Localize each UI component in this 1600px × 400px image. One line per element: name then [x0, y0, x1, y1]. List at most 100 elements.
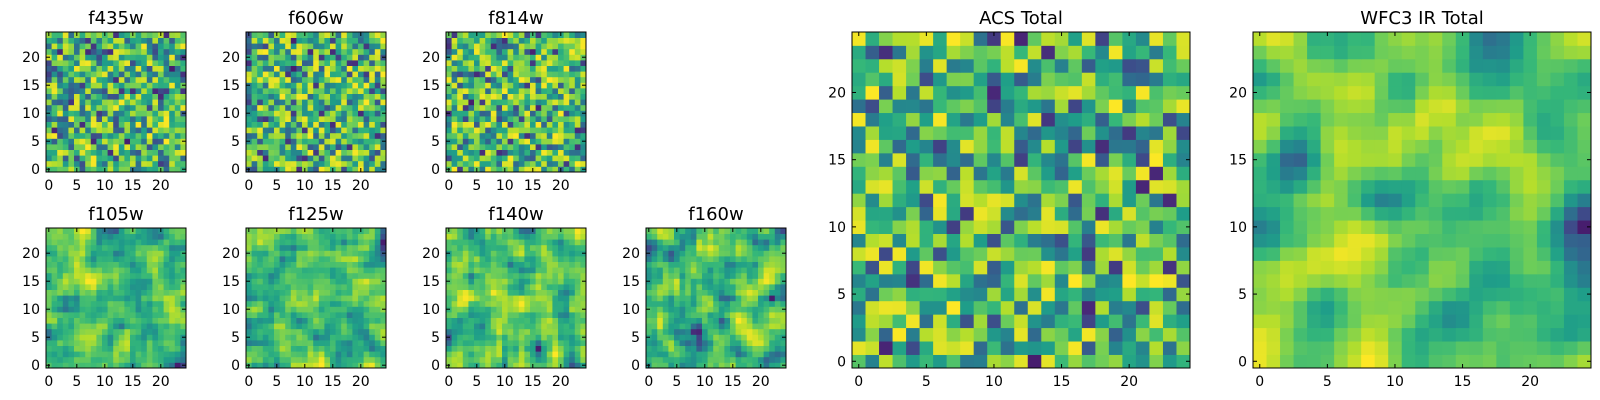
heatmap-cell: [274, 334, 280, 341]
heatmap-cell: [580, 32, 587, 38]
heatmap-cell: [374, 32, 381, 38]
heatmap-cell: [468, 239, 475, 246]
heatmap-cell: [313, 233, 320, 240]
heatmap-cell: [302, 239, 308, 246]
heatmap-cell: [746, 284, 753, 290]
heatmap-cell: [318, 351, 325, 358]
heatmap-cell: [485, 93, 492, 100]
heatmap-cell: [130, 48, 136, 55]
heatmap-cell: [769, 351, 776, 358]
heatmap-cell: [769, 317, 776, 324]
heatmap-cell: [74, 267, 80, 274]
heatmap-cell: [335, 300, 342, 307]
heatmap-cell: [552, 54, 559, 61]
heatmap-cell: [346, 71, 353, 78]
heatmap-cell: [369, 362, 376, 369]
heatmap-cell: [113, 267, 120, 274]
heatmap-cell: [546, 362, 553, 369]
heatmap-cell: [1054, 260, 1069, 275]
heatmap-cell: [569, 110, 576, 117]
heatmap-cell: [490, 272, 497, 279]
heatmap-cell: [513, 362, 520, 369]
heatmap-cell: [468, 295, 475, 302]
heatmap-cell: [651, 351, 658, 358]
heatmap-cell: [374, 328, 381, 335]
heatmap-cell: [369, 328, 376, 335]
heatmap-cell: [363, 155, 370, 162]
heatmap-cell: [696, 256, 703, 262]
heatmap-cell: [646, 317, 652, 324]
heatmap-cell: [563, 104, 570, 111]
heatmap-cell: [330, 88, 336, 94]
heatmap-cell: [730, 334, 736, 341]
heatmap-cell: [462, 228, 469, 234]
heatmap-cell: [62, 351, 69, 358]
heatmap-cell: [569, 138, 576, 145]
heatmap-cell: [474, 345, 480, 352]
heatmap-cell: [485, 317, 492, 324]
heatmap-cell: [1162, 233, 1177, 248]
heatmap-cell: [251, 144, 258, 150]
heatmap-cell: [569, 99, 576, 106]
heatmap-cell: [257, 306, 264, 313]
heatmap-cell: [735, 284, 742, 290]
heatmap-cell: [257, 65, 264, 72]
x-tick-label: 0: [644, 374, 653, 390]
heatmap-cell: [85, 278, 92, 285]
heatmap-cell: [285, 261, 292, 268]
heatmap-cell: [535, 284, 542, 290]
heatmap-cell: [496, 340, 503, 346]
heatmap-cell: [718, 317, 725, 324]
heatmap-cell: [1081, 314, 1096, 329]
heatmap-cell: [352, 239, 359, 246]
heatmap-cell: [51, 345, 58, 352]
heatmap-cell: [251, 356, 258, 363]
heatmap-cell: [124, 312, 131, 318]
heatmap-cell: [46, 149, 52, 156]
heatmap-cell: [307, 71, 314, 78]
heatmap-cell: [113, 88, 120, 94]
heatmap-cell: [1149, 220, 1164, 234]
heatmap-cell: [296, 362, 303, 369]
heatmap-cell: [946, 341, 961, 355]
heatmap-cell: [468, 116, 475, 122]
heatmap-cell: [369, 278, 376, 285]
heatmap-cell: [268, 284, 275, 290]
heatmap-cell: [68, 166, 75, 173]
heatmap-cell: [85, 356, 92, 363]
heatmap-cell: [74, 272, 80, 279]
heatmap-cell: [346, 295, 353, 302]
heatmap-cell: [668, 256, 675, 262]
heatmap-cell: [919, 287, 934, 302]
heatmap-cell: [369, 317, 376, 324]
heatmap-cell: [474, 144, 480, 150]
heatmap-cell: [90, 295, 97, 302]
heatmap-cell: [318, 289, 325, 296]
heatmap-cell: [507, 295, 514, 302]
heatmap-cell: [62, 65, 69, 72]
heatmap-cell: [107, 48, 114, 55]
heatmap-cell: [124, 60, 131, 66]
axis-frame: [445, 31, 587, 173]
heatmap-cell: [352, 88, 359, 94]
heatmap-cell: [335, 138, 342, 145]
heatmap-cell: [668, 228, 675, 234]
heatmap-cell: [85, 351, 92, 358]
heatmap-cell: [524, 127, 531, 134]
heatmap-cell: [285, 32, 292, 38]
heatmap-cell: [90, 138, 97, 145]
heatmap-cell: [574, 317, 581, 324]
heatmap-cell: [290, 351, 297, 358]
heatmap-cell: [290, 71, 297, 78]
heatmap-cell: [146, 328, 153, 335]
heatmap-cell: [524, 239, 531, 246]
heatmap-cell: [296, 233, 303, 240]
heatmap-cell: [152, 88, 159, 94]
heatmap-cell: [502, 284, 508, 290]
heatmap-cell: [352, 60, 359, 66]
heatmap-cell: [780, 228, 787, 234]
heatmap-cell: [696, 328, 703, 335]
heatmap-cell: [324, 88, 331, 94]
heatmap-cell: [262, 37, 269, 44]
heatmap-cell: [324, 334, 331, 341]
